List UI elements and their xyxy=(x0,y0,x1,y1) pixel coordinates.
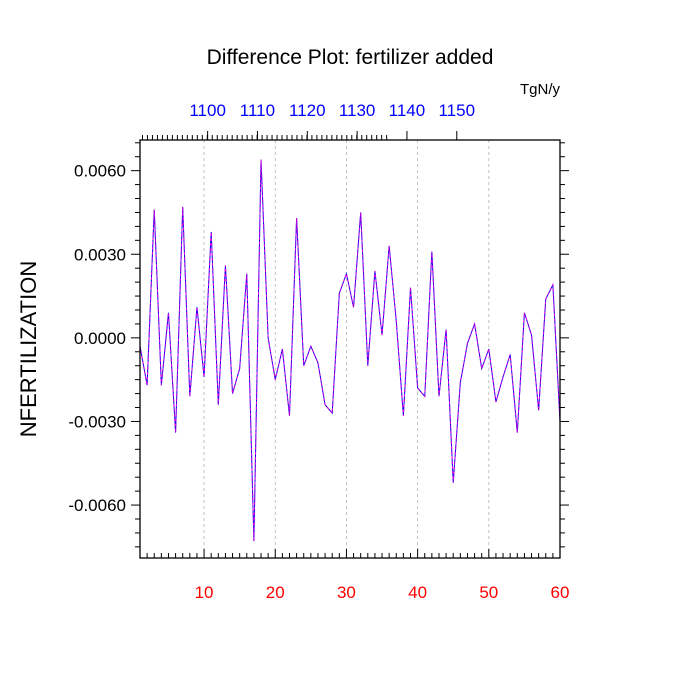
x-tick-label-bottom: 50 xyxy=(479,583,498,602)
tick-labels: 10 20 30 40 50 60 1100 1110 1120 1130 1140 1150 0.00… xyxy=(68,101,569,602)
y-tick-label: -0.0030 xyxy=(68,412,126,431)
series-line-solid xyxy=(139,159,561,542)
y-tick-label: -0.0060 xyxy=(68,496,126,515)
axis-ticks xyxy=(131,131,569,558)
x-tick-label-bottom: 20 xyxy=(266,583,285,602)
plot-frame xyxy=(139,139,561,559)
series-line-dashed xyxy=(139,159,561,542)
chart-title: Difference Plot: fertilizer added xyxy=(207,46,494,69)
x-tick-label-top: 1110 xyxy=(240,101,275,120)
x-tick-label-top: 1120 xyxy=(289,101,326,120)
x-tick-label-bottom: 60 xyxy=(551,583,570,602)
x-tick-label-top: 1130 xyxy=(339,101,376,120)
x-tick-label-bottom: 30 xyxy=(337,583,356,602)
x-tick-label-top: 1150 xyxy=(438,101,475,120)
x-tick-label-bottom: 10 xyxy=(195,583,214,602)
x-tick-label-top: 1100 xyxy=(189,101,226,120)
y-tick-label: 0.0000 xyxy=(74,329,126,348)
y-tick-label: 0.0060 xyxy=(74,162,126,181)
units-label: TgN/y xyxy=(520,81,561,98)
x-tick-label-top: 1140 xyxy=(389,101,426,120)
y-axis-label: NFERTILIZATION xyxy=(16,261,41,437)
y-tick-label: 0.0030 xyxy=(74,245,126,264)
x-tick-label-bottom: 40 xyxy=(408,583,427,602)
series-layer xyxy=(139,159,561,542)
